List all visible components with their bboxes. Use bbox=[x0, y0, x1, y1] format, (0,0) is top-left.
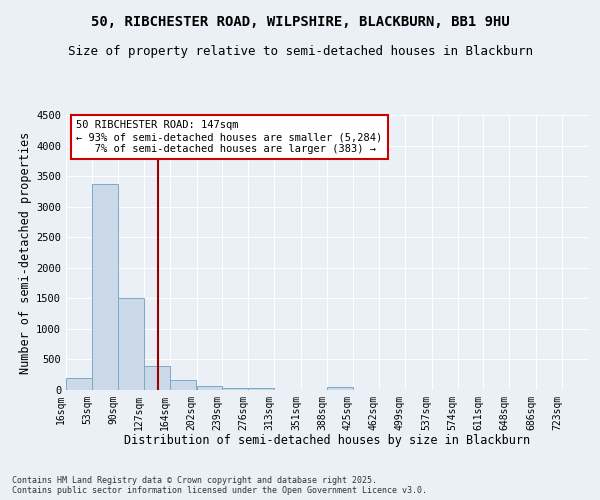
Bar bbox=[327, 387, 353, 390]
Text: Size of property relative to semi-detached houses in Blackburn: Size of property relative to semi-detach… bbox=[67, 45, 533, 58]
X-axis label: Distribution of semi-detached houses by size in Blackburn: Distribution of semi-detached houses by … bbox=[124, 434, 530, 448]
Bar bbox=[66, 378, 92, 390]
Bar bbox=[92, 184, 118, 390]
Y-axis label: Number of semi-detached properties: Number of semi-detached properties bbox=[19, 132, 32, 374]
Text: 50, RIBCHESTER ROAD, WILPSHIRE, BLACKBURN, BB1 9HU: 50, RIBCHESTER ROAD, WILPSHIRE, BLACKBUR… bbox=[91, 15, 509, 29]
Bar bbox=[118, 298, 144, 390]
Bar bbox=[248, 388, 274, 390]
Bar bbox=[197, 386, 223, 390]
Text: 50 RIBCHESTER ROAD: 147sqm
← 93% of semi-detached houses are smaller (5,284)
   : 50 RIBCHESTER ROAD: 147sqm ← 93% of semi… bbox=[76, 120, 383, 154]
Bar bbox=[223, 388, 248, 390]
Text: Contains HM Land Registry data © Crown copyright and database right 2025.
Contai: Contains HM Land Registry data © Crown c… bbox=[12, 476, 427, 495]
Bar bbox=[144, 366, 170, 390]
Bar bbox=[170, 380, 196, 390]
